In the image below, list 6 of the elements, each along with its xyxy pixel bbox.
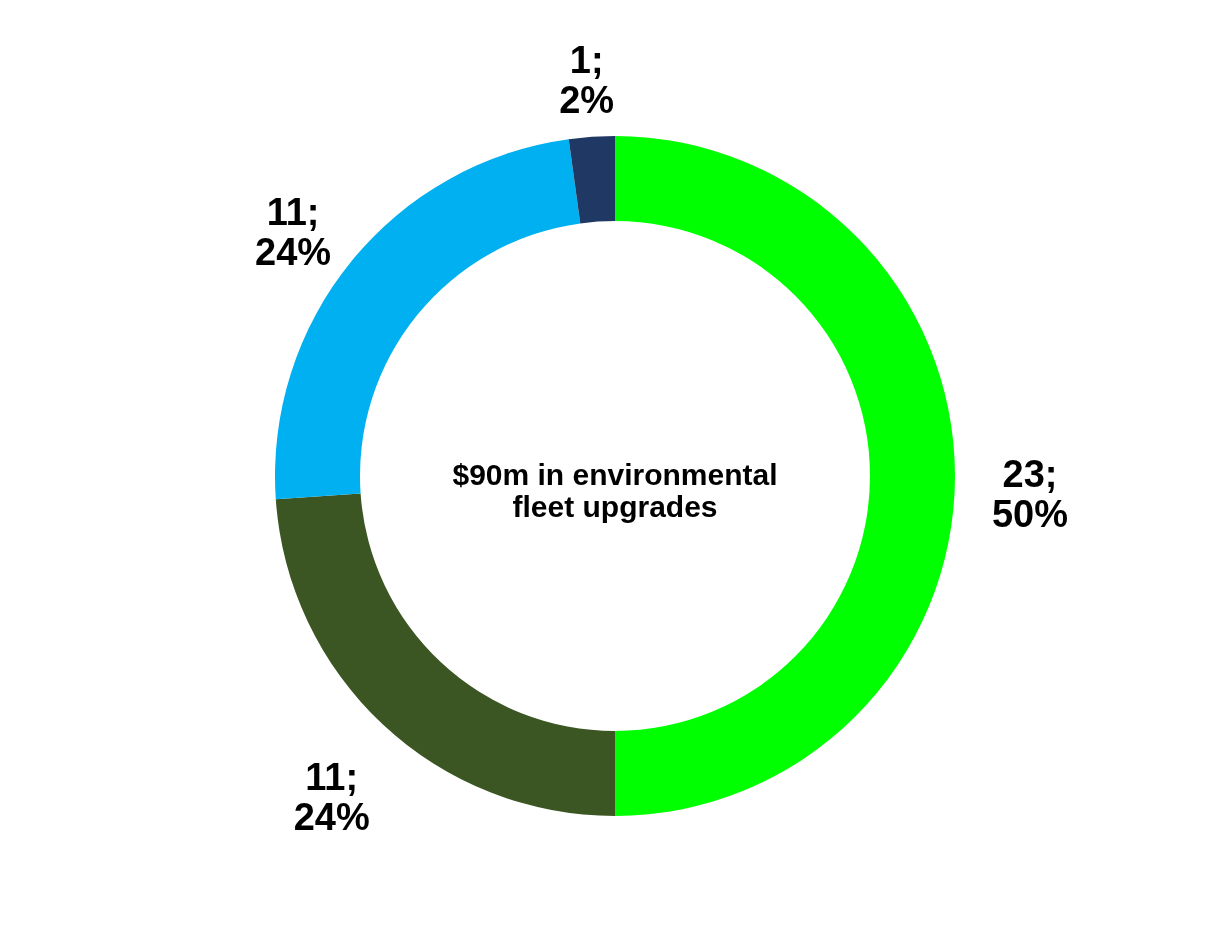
- data-label: 11; 24%: [255, 191, 332, 274]
- data-label: 1; 2%: [559, 38, 615, 121]
- donut-slice: [568, 136, 615, 224]
- data-label: 23; 50%: [991, 453, 1069, 535]
- data-label: 11; 24%: [293, 756, 370, 839]
- text: $90m in environmental fleet upgrades: [452, 458, 778, 523]
